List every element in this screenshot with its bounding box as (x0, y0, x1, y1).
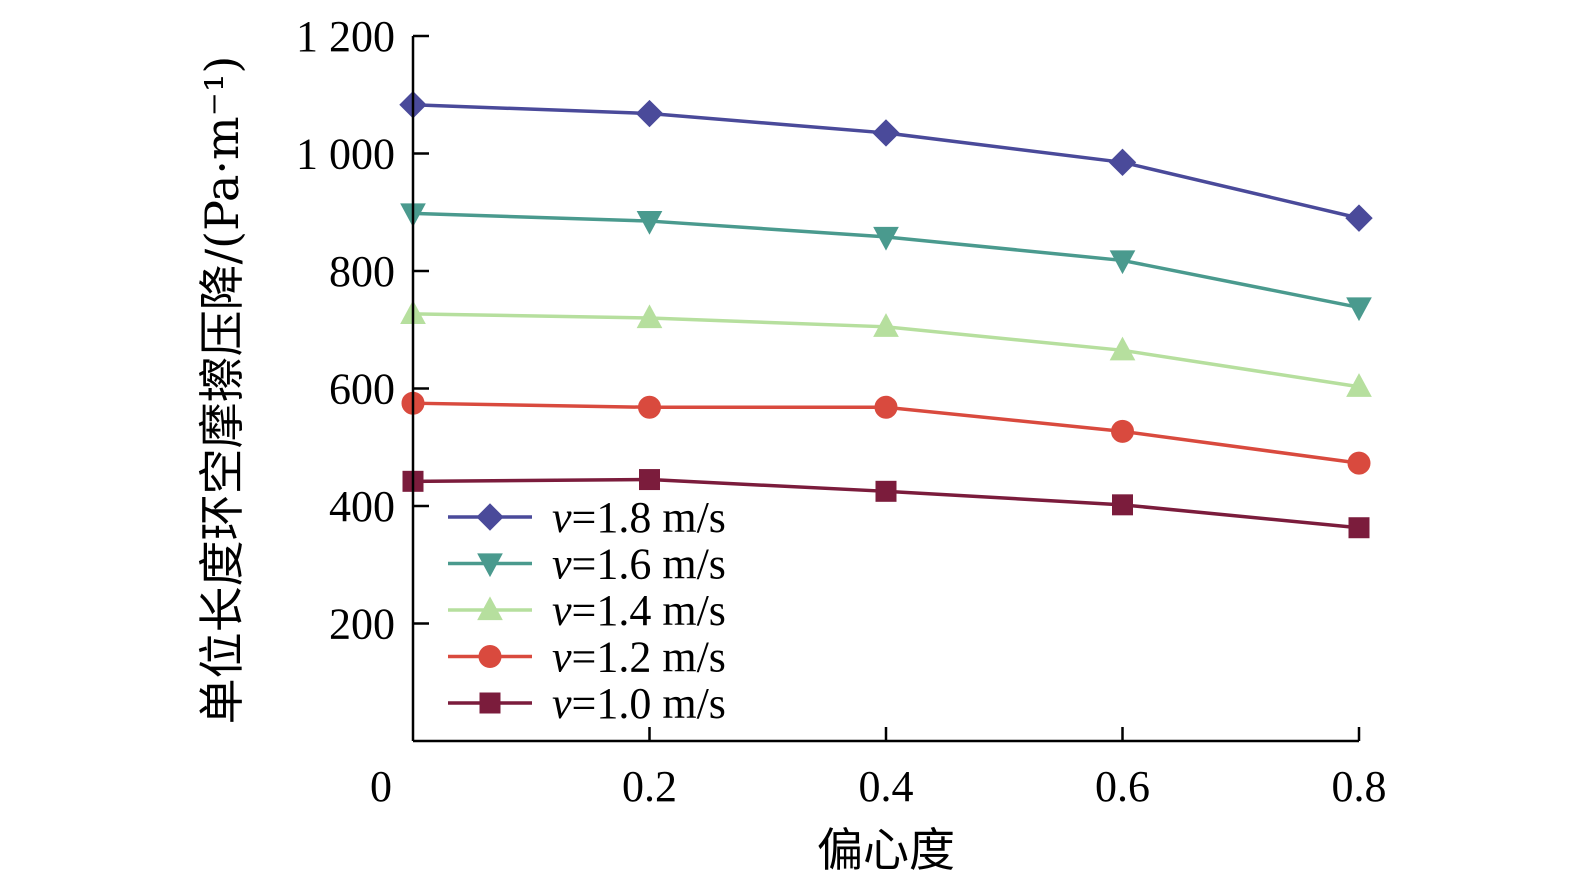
data-point (1109, 336, 1136, 361)
legend-item: v=1.2 m/s (448, 633, 726, 682)
data-point (873, 313, 899, 337)
data-point (1348, 517, 1370, 539)
y-tick-label: 200 (329, 600, 395, 649)
legend-label: v=1.6 m/s (552, 540, 726, 589)
series-2 (400, 300, 1372, 397)
series-3 (401, 391, 1371, 475)
legend-swatch-marker (476, 503, 504, 531)
legend-swatch-marker (477, 596, 503, 621)
legend-item: v=1.0 m/s (448, 679, 726, 728)
legend-item: v=1.6 m/s (448, 540, 726, 589)
legend-swatch-marker (478, 645, 502, 668)
y-tick-label: 1 000 (296, 130, 395, 179)
legend-label: v=1.8 m/s (552, 493, 726, 542)
data-point (636, 210, 663, 235)
data-point (639, 469, 660, 491)
series-1 (400, 203, 1372, 322)
y-tick-label: 400 (329, 482, 395, 531)
x-tick-label: 0.2 (622, 762, 677, 811)
y-tick-label: 1 200 (296, 12, 395, 61)
ticks: 200 400 600 800 1 000 1 200 0 0.2 0.4 0.6 0.8 (296, 12, 1387, 811)
y-tick-label: 600 (329, 365, 395, 414)
series-4 (402, 469, 1370, 539)
data-point (872, 119, 900, 147)
data-point (1346, 297, 1372, 322)
data-point (1347, 451, 1371, 475)
data-point (1108, 148, 1137, 177)
data-point (873, 226, 899, 251)
data-point (638, 395, 661, 419)
legend-label: v=1.4 m/s (552, 586, 726, 635)
legend-label: v=1.0 m/s (552, 679, 726, 728)
legend-item: v=1.4 m/s (448, 586, 726, 635)
data-point (875, 480, 897, 502)
y-tick-label: 800 (329, 247, 395, 296)
legend-swatch-marker (477, 553, 503, 578)
legend-item: v=1.8 m/s (448, 493, 726, 542)
data-point (1109, 250, 1136, 275)
x-tick-label: 0.6 (1095, 762, 1150, 811)
data-point (1111, 419, 1134, 443)
x-axis-title: 偏心度 (817, 823, 955, 877)
data-point (636, 304, 663, 329)
y-axis-title: 单位长度环空摩擦压降/(Pa·m⁻¹) (195, 56, 249, 725)
data-point (635, 99, 664, 128)
x-tick-label: 0 (370, 762, 392, 811)
legend-label: v=1.2 m/s (552, 633, 726, 682)
x-tick-label: 0.8 (1332, 762, 1387, 811)
x-tick-label: 0.4 (859, 762, 914, 811)
legend-swatch-marker (479, 692, 501, 714)
series-layer (399, 91, 1373, 539)
data-point (1112, 494, 1133, 516)
data-point (874, 395, 898, 419)
data-point (1345, 204, 1373, 232)
data-point (1346, 373, 1372, 397)
series-0 (399, 91, 1373, 232)
legend: v=1.8 m/sv=1.6 m/sv=1.4 m/sv=1.2 m/sv=1.… (448, 493, 726, 728)
